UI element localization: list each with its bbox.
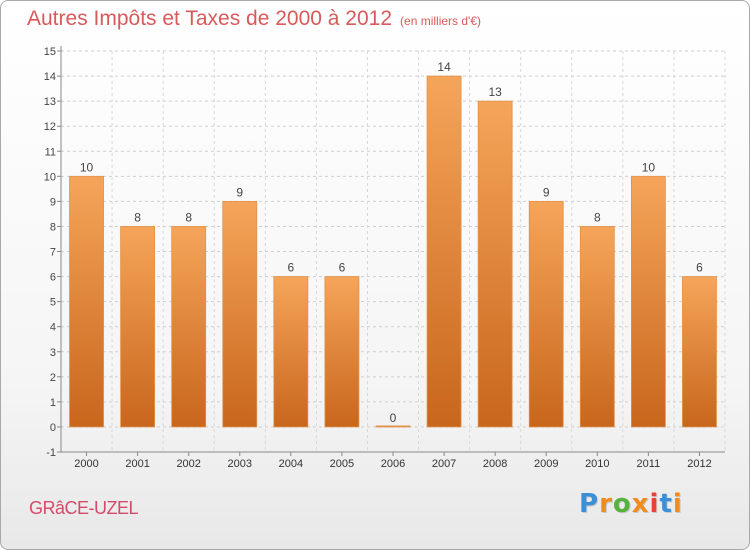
y-tick-label: 4	[50, 322, 56, 334]
bar-value-label: 0	[390, 411, 397, 425]
logo-letter: i	[672, 489, 683, 519]
bar	[375, 425, 411, 428]
logo-letter: t	[659, 489, 673, 519]
logo-letter: r	[599, 489, 613, 519]
y-tick-label: -1	[46, 447, 56, 459]
x-tick-label: 2001	[125, 458, 149, 470]
y-tick-label: 10	[44, 171, 56, 183]
y-tick-label: 12	[44, 121, 56, 133]
y-tick-label: 6	[50, 272, 56, 284]
bar-value-label: 6	[288, 261, 295, 275]
y-tick-label: 13	[44, 96, 56, 108]
y-tick-label: 14	[44, 71, 56, 83]
bar	[324, 276, 360, 428]
bar-value-label: 8	[134, 210, 141, 224]
chart-title-text: Autres Impôts et Taxes de 2000 à 2012	[27, 7, 393, 30]
x-tick-label: 2005	[330, 458, 354, 470]
bar-value-label: 8	[185, 210, 192, 224]
y-tick-label: 5	[50, 297, 56, 309]
bar-value-label: 8	[594, 210, 601, 224]
bar	[222, 200, 258, 428]
bar	[579, 226, 615, 428]
x-tick-label: 2012	[687, 458, 711, 470]
y-tick-label: 9	[50, 196, 56, 208]
logo-letter: x	[631, 489, 650, 519]
x-tick-label: 2006	[381, 458, 405, 470]
bar-value-label: 9	[543, 185, 550, 199]
x-tick-label: 2010	[585, 458, 609, 470]
x-tick-label: 2004	[279, 458, 303, 470]
bar-value-label: 10	[80, 160, 94, 174]
bar	[477, 100, 513, 428]
logo-letter: i	[649, 489, 660, 519]
chart-title: Autres Impôts et Taxes de 2000 à 2012 (en…	[27, 7, 481, 31]
chart-subtitle: (en milliers d'€)	[400, 14, 482, 28]
y-tick-label: 15	[44, 46, 56, 58]
x-tick-label: 2007	[432, 458, 456, 470]
bar-value-label: 14	[437, 60, 451, 74]
bar-value-label: 6	[339, 261, 346, 275]
bar	[120, 226, 156, 428]
x-tick-label: 2000	[74, 458, 98, 470]
x-tick-label: 2003	[228, 458, 252, 470]
x-tick-label: 2009	[534, 458, 558, 470]
y-tick-label: 11	[45, 146, 56, 158]
logo-letter: P	[579, 489, 600, 519]
bar	[69, 175, 104, 428]
y-tick-label: 1	[50, 397, 56, 409]
y-tick-label: 8	[50, 221, 56, 233]
y-tick-label: 2	[50, 372, 56, 384]
x-tick-label: 2008	[483, 458, 507, 470]
bar	[273, 276, 309, 428]
bar	[426, 75, 462, 428]
commune-name: GRâCE-UZEL	[29, 498, 139, 518]
bar-value-label: 13	[488, 85, 502, 99]
x-tick-label: 2002	[176, 458, 200, 470]
bar	[171, 226, 207, 428]
bar-value-label: 10	[642, 160, 656, 174]
logo-letter: o	[612, 489, 632, 519]
y-tick-label: 7	[50, 247, 56, 259]
y-tick-label: 3	[50, 347, 56, 359]
bar-value-label: 9	[236, 185, 243, 199]
proxiti-logo[interactable]: Proxiti	[579, 489, 683, 519]
y-tick-label: 0	[50, 422, 56, 434]
bar	[630, 175, 666, 428]
bar	[682, 276, 717, 428]
bar	[528, 200, 564, 428]
x-tick-label: 2011	[637, 458, 661, 470]
bar-value-label: 6	[696, 261, 703, 275]
